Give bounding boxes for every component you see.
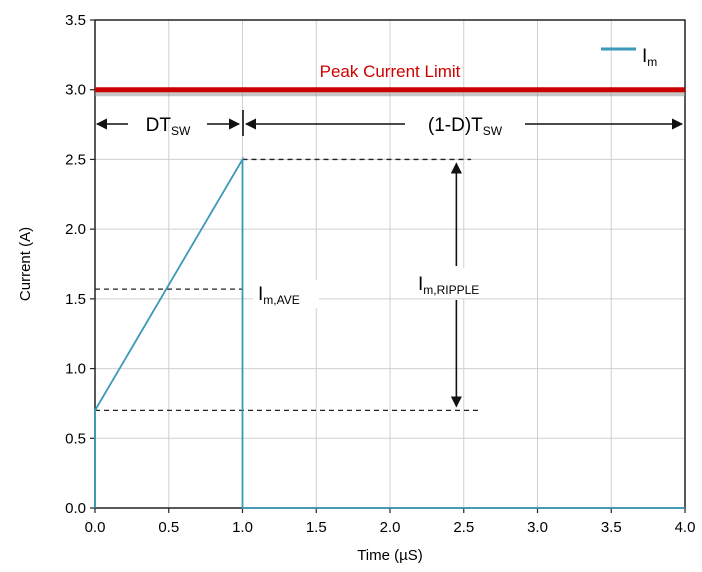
x-tick-label: 1.0 [232,519,253,536]
x-tick-label: 0.5 [158,519,179,536]
off-time-annotation: (1-D)TSW [244,115,684,138]
y-tick-label: 2.5 [65,151,86,168]
x-tick-label: 4.0 [675,519,696,536]
x-tick-label: 0.0 [85,519,106,536]
x-tick-label: 2.0 [380,519,401,536]
ripple-label: Im,RIPPLE [418,274,479,297]
x-tick-label: 3.0 [527,519,548,536]
peak-current-limit: Peak Current Limit [95,62,685,97]
y-tick-label: 3.0 [65,82,86,99]
legend-label: Im [642,46,657,69]
y-tick-label: 0.5 [65,430,86,447]
y-axis-title: Current (A) [17,227,34,301]
dtsw-label: DTSW [146,115,191,138]
y-axis-ticks: 0.0 0.5 1.0 1.5 2.0 2.5 3.0 3.5 [65,12,95,517]
x-axis-title: Time (µS) [357,547,423,564]
y-tick-label: 3.5 [65,12,86,29]
y-tick-label: 1.0 [65,361,86,378]
y-tick-label: 2.0 [65,221,86,238]
average-label-box [253,280,319,308]
legend: Im [601,46,657,69]
average-label: Im,AVE [258,284,300,307]
x-axis-ticks: 0.0 0.5 1.0 1.5 2.0 2.5 3.0 3.5 4.0 [85,508,696,536]
y-tick-label: 1.5 [65,291,86,308]
grid [95,20,685,508]
series-im-line [94,156,685,509]
ripple-label-box [410,268,506,298]
x-tick-label: 2.5 [453,519,474,536]
off-time-label: (1-D)TSW [428,115,503,138]
peak-limit-label: Peak Current Limit [320,62,461,81]
dtsw-annotation: DTSW [95,115,241,138]
x-tick-label: 3.5 [601,519,622,536]
x-tick-label: 1.5 [306,519,327,536]
y-tick-label: 0.0 [65,500,86,517]
